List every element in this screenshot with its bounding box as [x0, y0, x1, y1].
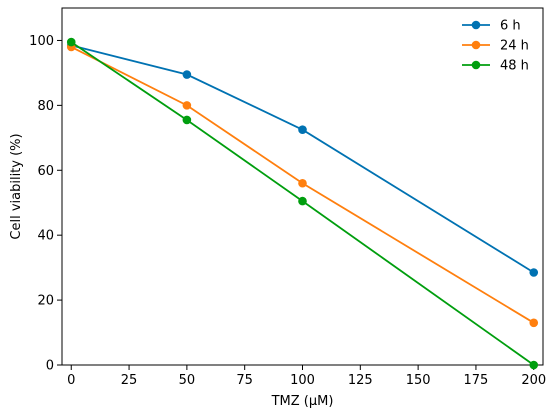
- x-tick-label: 0: [67, 373, 75, 388]
- y-tick-label: 20: [37, 294, 54, 309]
- data-point: [298, 125, 307, 135]
- y-tick-label: 100: [29, 34, 54, 49]
- legend-label: 24 h: [500, 39, 529, 54]
- y-tick-label: 60: [37, 164, 54, 179]
- legend-marker: [471, 60, 481, 70]
- data-point: [529, 318, 539, 328]
- legend-marker: [471, 20, 481, 30]
- x-tick-label: 75: [236, 373, 253, 388]
- x-tick-label: 125: [348, 373, 373, 388]
- x-tick-label: 50: [179, 373, 196, 388]
- legend-marker: [471, 40, 481, 50]
- x-tick-label: 100: [290, 373, 315, 388]
- series-line-2: [70, 41, 535, 366]
- legend-label: 6 h: [500, 19, 521, 34]
- y-axis-ticks: 0 20 40 60 80 100: [29, 34, 62, 374]
- y-tick-label: 40: [37, 229, 54, 244]
- data-point: [529, 360, 539, 370]
- x-tick-label: 175: [464, 373, 489, 388]
- legend-label: 48 h: [500, 59, 529, 74]
- data-point: [298, 178, 307, 188]
- y-axis-label: Cell viability (%): [9, 133, 24, 239]
- data-point: [182, 70, 192, 79]
- y-tick-label: 0: [46, 359, 54, 374]
- x-tick-label: 150: [406, 373, 431, 388]
- legend: 6 h 24 h 48 h: [462, 19, 529, 74]
- data-point: [529, 268, 539, 277]
- data-point: [298, 196, 307, 206]
- x-tick-label: 25: [121, 373, 138, 388]
- data-point: [182, 101, 192, 110]
- x-axis-ticks: 0 25 50 75 100 125 150 175 200: [67, 365, 546, 388]
- x-axis-label: TMZ (µM): [271, 394, 334, 409]
- series-layer: [66, 37, 539, 370]
- data-point: [66, 37, 76, 47]
- series-line-0: [71, 44, 535, 274]
- data-point: [182, 115, 192, 125]
- y-tick-label: 80: [37, 99, 54, 114]
- x-tick-label: 200: [521, 373, 546, 388]
- series-line-1: [70, 46, 535, 324]
